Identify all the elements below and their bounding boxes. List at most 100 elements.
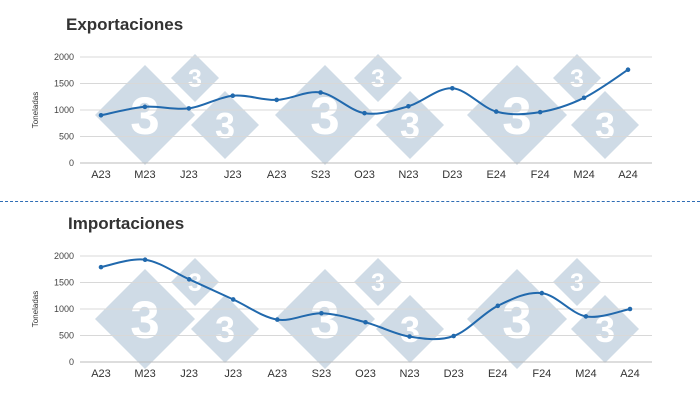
- data-point: [495, 303, 501, 309]
- data-point: [450, 85, 455, 91]
- y-tick-label: 1000: [54, 304, 74, 314]
- x-tick-label: J23: [180, 368, 198, 380]
- x-tick-label: D23: [444, 368, 464, 380]
- watermark-diamond: [275, 269, 375, 369]
- chart-title: Importaciones: [68, 214, 184, 233]
- watermark-digit: 3: [215, 309, 235, 350]
- watermark-diamond: [354, 54, 402, 102]
- x-tick-label: J23: [224, 169, 242, 181]
- data-point: [627, 306, 633, 312]
- watermark-digit: 3: [400, 105, 420, 146]
- x-tick-label: O23: [355, 368, 376, 380]
- watermark-digit: 3: [130, 87, 159, 146]
- watermark-digit: 3: [130, 291, 159, 350]
- watermark-digit: 3: [188, 269, 202, 297]
- x-tick-label: E24: [488, 368, 508, 380]
- data-point: [537, 109, 543, 115]
- data-point: [98, 113, 104, 118]
- watermark-digit: 3: [570, 65, 584, 93]
- data-point: [407, 334, 412, 339]
- watermark-digit: 3: [502, 291, 531, 350]
- y-tick-label: 1500: [54, 278, 74, 288]
- y-tick-label: 0: [69, 357, 74, 367]
- watermark-digit: 3: [570, 269, 584, 297]
- data-point: [186, 277, 192, 282]
- watermark-digit: 3: [310, 87, 339, 146]
- watermark-digit: 3: [371, 65, 385, 93]
- x-tick-label: N23: [398, 169, 418, 181]
- x-tick-label: J23: [180, 169, 198, 181]
- y-axis-label: Toneladas: [31, 92, 40, 128]
- watermark-diamond: [95, 65, 195, 165]
- watermark-diamond: [571, 91, 639, 159]
- x-tick-label: A24: [620, 368, 640, 380]
- x-tick-label: M24: [575, 368, 596, 380]
- x-tick-label: A23: [267, 169, 287, 181]
- x-tick-label: S23: [312, 368, 332, 380]
- watermark-diamond: [553, 54, 601, 102]
- y-tick-label: 500: [59, 132, 74, 142]
- data-point: [142, 104, 148, 110]
- watermark-diamond: [376, 91, 444, 159]
- x-tick-label: E24: [486, 169, 506, 181]
- y-tick-label: 1000: [54, 105, 74, 115]
- data-point: [406, 103, 411, 109]
- x-tick-label: M23: [134, 368, 155, 380]
- data-point: [142, 257, 148, 263]
- data-point: [318, 90, 323, 95]
- data-point: [319, 310, 324, 316]
- watermark-digit: 3: [595, 309, 615, 350]
- data-point: [98, 264, 104, 270]
- y-tick-label: 2000: [54, 52, 74, 62]
- watermark-diamond: [191, 295, 259, 363]
- x-tick-label: M24: [573, 169, 594, 181]
- data-point: [625, 67, 631, 73]
- x-tick-label: S23: [311, 169, 331, 181]
- data-point: [230, 297, 236, 302]
- watermark-diamond: [171, 54, 219, 102]
- data-point: [186, 106, 192, 111]
- watermark-diamond: [95, 269, 195, 369]
- data-point: [581, 95, 587, 101]
- data-point: [539, 290, 545, 296]
- data-point: [274, 97, 279, 103]
- x-tick-label: F24: [532, 368, 551, 380]
- x-tick-label: J23: [224, 368, 242, 380]
- watermark-diamond: [191, 91, 259, 159]
- watermark-digit: 3: [595, 105, 615, 146]
- x-tick-label: F24: [531, 169, 550, 181]
- y-axis-label: Toneladas: [31, 291, 40, 327]
- data-point: [583, 314, 589, 319]
- section-divider: [0, 201, 700, 202]
- x-tick-label: A24: [618, 169, 638, 181]
- watermark-diamond: [275, 65, 375, 165]
- data-point: [275, 317, 280, 322]
- data-point: [363, 319, 368, 325]
- x-tick-label: A23: [91, 169, 111, 181]
- y-tick-label: 1500: [54, 79, 74, 89]
- watermark: 333 333 333: [95, 258, 639, 369]
- data-point: [493, 109, 499, 114]
- x-tick-label: A23: [268, 368, 288, 380]
- x-tick-label: O23: [354, 169, 375, 181]
- data-point: [362, 110, 367, 116]
- exportaciones-chart: 333 333 333ExportacionesToneladas050010001…: [31, 15, 652, 181]
- y-tick-label: 0: [69, 158, 74, 168]
- x-tick-label: A23: [91, 368, 111, 380]
- x-tick-label: M23: [134, 169, 155, 181]
- watermark-digit: 3: [502, 87, 531, 146]
- data-point: [230, 93, 236, 98]
- watermark-digit: 3: [400, 309, 420, 350]
- watermark-digit: 3: [188, 65, 202, 93]
- importaciones-chart: 333 333 333ImportacionesToneladas050010001…: [31, 214, 652, 380]
- watermark-diamond: [376, 295, 444, 363]
- y-tick-label: 500: [59, 331, 74, 341]
- chart-title: Exportaciones: [66, 15, 183, 34]
- data-point: [451, 333, 456, 339]
- watermark-digit: 3: [310, 291, 339, 350]
- x-tick-label: D23: [442, 169, 462, 181]
- watermark-digit: 3: [371, 269, 385, 297]
- watermark-digit: 3: [215, 105, 235, 146]
- x-tick-label: N23: [399, 368, 419, 380]
